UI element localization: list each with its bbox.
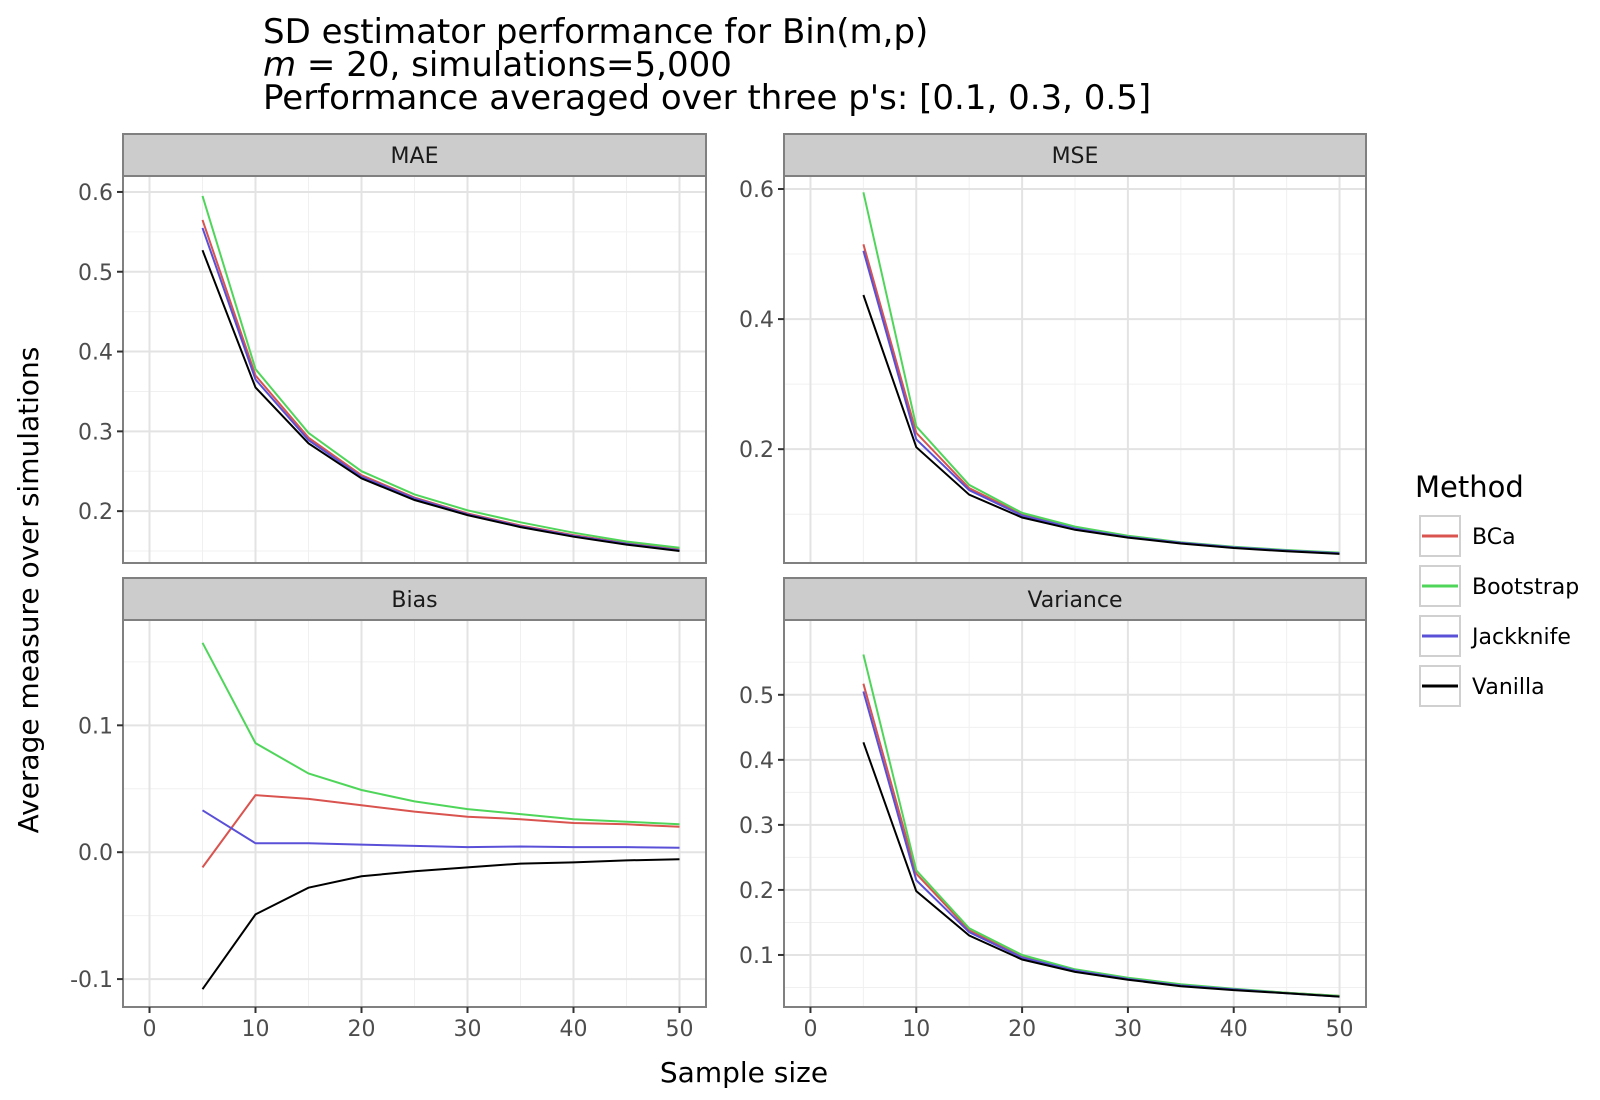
chart-caption: Performance averaged over three p's: [0.… bbox=[263, 78, 1152, 118]
panel-mae: MAE 0.2 0.3 0.4 0.5 0.6 bbox=[78, 133, 707, 564]
y-tick-label: 0.4 bbox=[739, 749, 774, 774]
series-line-vanilla bbox=[201, 249, 680, 552]
panel-border bbox=[122, 175, 707, 564]
facet-label: Variance bbox=[1027, 588, 1122, 613]
y-tick-label: 0.5 bbox=[78, 261, 113, 286]
subtitle-variable: m bbox=[263, 45, 297, 85]
legend-label: BCa bbox=[1472, 525, 1516, 550]
facet-label: MSE bbox=[1052, 144, 1099, 169]
series-line-jackknife bbox=[201, 809, 680, 849]
y-tick-label: 0.4 bbox=[739, 308, 774, 333]
y-tick-label: 0.6 bbox=[739, 178, 774, 203]
x-tick-label: 0 bbox=[143, 1017, 157, 1042]
facet-strip bbox=[783, 133, 1367, 177]
facet-strip bbox=[783, 577, 1367, 621]
x-tick-label: 0 bbox=[803, 1017, 817, 1042]
legend-title: Method bbox=[1415, 470, 1524, 504]
panel-bias: Bias -0.1 0.0 0.1 0 10 20 30 40 50 bbox=[70, 577, 707, 1042]
y-tick-label: -0.1 bbox=[70, 968, 113, 993]
y-tick-label: 0.2 bbox=[739, 879, 774, 904]
legend-label: Bootstrap bbox=[1472, 575, 1579, 600]
y-tick-label: 0.4 bbox=[78, 341, 113, 366]
y-tick-label: 0.3 bbox=[78, 420, 113, 445]
facet-label: Bias bbox=[391, 588, 437, 613]
y-tick-label: 0.3 bbox=[739, 814, 774, 839]
x-tick-label: 20 bbox=[348, 1017, 376, 1042]
x-tick-label: 40 bbox=[1220, 1017, 1248, 1042]
panel-border bbox=[783, 175, 1367, 564]
x-tick-label: 40 bbox=[560, 1017, 588, 1042]
x-tick-label: 50 bbox=[666, 1017, 694, 1042]
x-tick-label: 30 bbox=[1114, 1017, 1142, 1042]
x-tick-label: 10 bbox=[902, 1017, 930, 1042]
series-line-vanilla bbox=[201, 858, 680, 990]
series-line-bootstrap bbox=[201, 642, 680, 826]
chart-title: SD estimator performance for Bin(m,p) bbox=[263, 12, 929, 52]
x-tick-label: 10 bbox=[242, 1017, 270, 1042]
x-tick-label: 20 bbox=[1008, 1017, 1036, 1042]
chart-subtitle: m = 20, simulations=5,000 bbox=[263, 47, 732, 83]
y-tick-label: 0.0 bbox=[78, 841, 113, 866]
y-tick-label: 0.1 bbox=[78, 714, 113, 739]
y-tick-label: 0.2 bbox=[78, 500, 113, 525]
panel-variance: Variance 0.1 0.2 0.3 0.4 0.5 0 10 20 30 40 50 bbox=[739, 577, 1367, 1042]
x-axis-label: Sample size bbox=[660, 1056, 828, 1089]
panel-border bbox=[122, 619, 707, 1008]
y-tick-label: 0.5 bbox=[739, 684, 774, 709]
series-line-bca bbox=[201, 794, 680, 868]
series-line-vanilla bbox=[862, 294, 1340, 555]
subtitle-text: = 20, simulations=5,000 bbox=[296, 45, 732, 85]
panel-border bbox=[783, 619, 1367, 1008]
legend-label: Jackknife bbox=[1470, 625, 1571, 650]
facet-panels: MAE 0.2 0.3 0.4 0.5 0.6 MSE 0.2 0.4 0.6 Bias -0.1 0.… bbox=[70, 133, 1367, 1042]
y-axis-label: Average measure over simulations bbox=[12, 347, 45, 834]
legend: Method BCa Bootstrap Jackknife Vanilla bbox=[1415, 470, 1579, 707]
panel-mse: MSE 0.2 0.4 0.6 bbox=[739, 133, 1367, 564]
y-tick-label: 0.1 bbox=[739, 944, 774, 969]
y-tick-label: 0.6 bbox=[78, 181, 113, 206]
facet-label: MAE bbox=[391, 144, 439, 169]
x-tick-label: 50 bbox=[1326, 1017, 1354, 1042]
series-line-bootstrap bbox=[201, 195, 680, 549]
x-tick-label: 30 bbox=[454, 1017, 482, 1042]
y-tick-label: 0.2 bbox=[739, 438, 774, 463]
facet-strip bbox=[122, 133, 707, 177]
series-line-vanilla bbox=[862, 741, 1340, 998]
legend-label: Vanilla bbox=[1472, 675, 1545, 700]
